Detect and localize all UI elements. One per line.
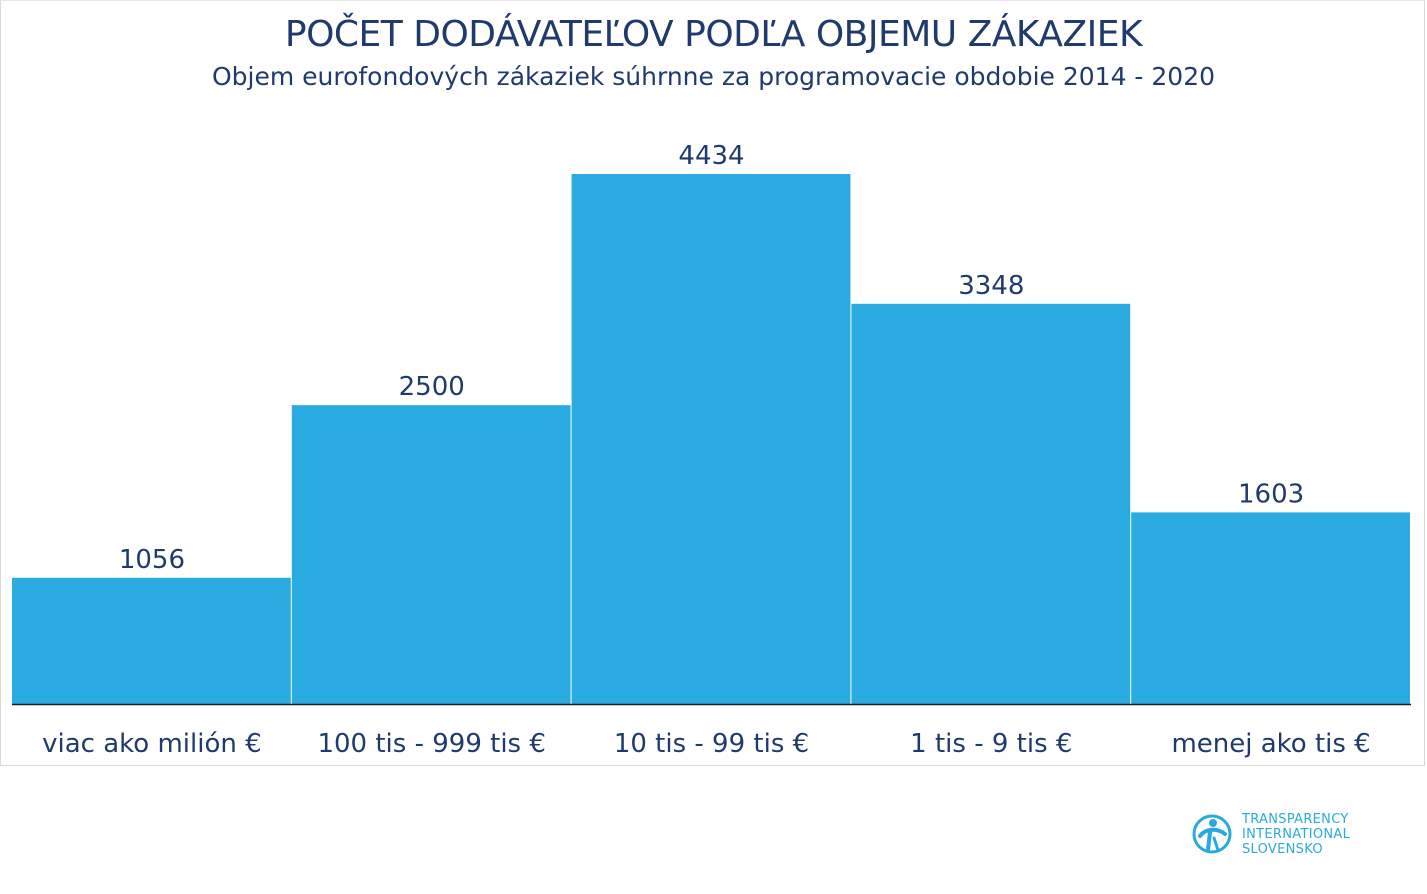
logo-line-2: INTERNATIONAL xyxy=(1242,827,1351,842)
category-label-4: 1 tis - 9 tis € xyxy=(910,729,1072,759)
bar-3 xyxy=(571,174,851,704)
logo-text: TRANSPARENCY INTERNATIONAL SLOVENSKO xyxy=(1242,812,1350,857)
chart-subtitle: Objem eurofondových zákaziek súhrnne za … xyxy=(211,62,1216,91)
transparency-international-logo-icon xyxy=(1192,814,1232,854)
bar-5 xyxy=(1131,512,1410,704)
logo-line-1: TRANSPARENCY xyxy=(1242,812,1349,827)
category-label-1: viac ako milión € xyxy=(42,729,262,759)
logo: TRANSPARENCY INTERNATIONAL SLOVENSKO xyxy=(1192,812,1392,862)
logo-line-3: SLOVENSKO xyxy=(1242,842,1323,857)
data-label-2: 2500 xyxy=(399,372,465,402)
bar-2 xyxy=(291,405,571,704)
bar-4 xyxy=(851,303,1131,704)
chart-title: POČET DODÁVATEĽOV PODĽA OBJEMU ZÁKAZIEK xyxy=(284,14,1143,55)
category-label-2: 100 tis - 999 tis € xyxy=(317,729,545,759)
data-label-3: 4434 xyxy=(678,141,744,171)
category-label-5: menej ako tis € xyxy=(1171,729,1370,759)
category-label-3: 10 tis - 99 tis € xyxy=(614,729,809,759)
data-label-5: 1603 xyxy=(1238,479,1304,509)
data-label-1: 1056 xyxy=(119,545,185,575)
data-label-4: 3348 xyxy=(958,271,1024,301)
bar-1 xyxy=(12,577,291,704)
